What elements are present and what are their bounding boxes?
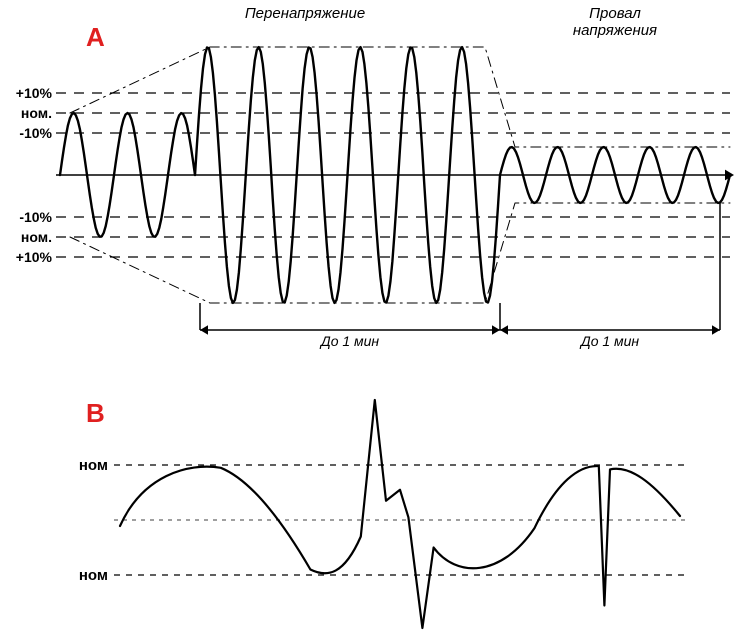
diagram-page: A Перенапряжение Провал напряжения +10% … xyxy=(0,0,750,633)
diagram-svg xyxy=(0,0,750,633)
